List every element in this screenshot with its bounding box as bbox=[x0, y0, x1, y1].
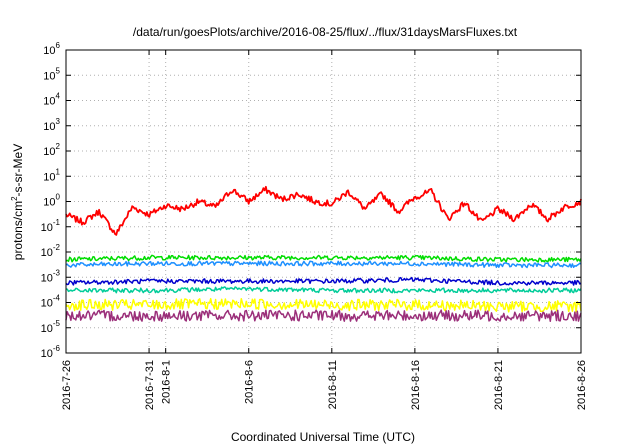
x-axis-title: Coordinated Universal Time (UTC) bbox=[231, 430, 415, 444]
x-tick-label: 2016-7-26 bbox=[61, 360, 73, 410]
x-tick-label: 2016-8-21 bbox=[493, 360, 505, 410]
y-axis-title-prefix: protons/cm bbox=[11, 201, 25, 260]
y-tick-base: 10 bbox=[43, 45, 55, 57]
y-tick-label: 105 bbox=[43, 66, 60, 82]
y-tick-label: 10-4 bbox=[41, 294, 61, 310]
y-tick-exponent: 0 bbox=[56, 193, 61, 202]
chart-title: /data/run/goesPlots/archive/2016-08-25/f… bbox=[133, 25, 518, 39]
y-tick-base: 10 bbox=[43, 146, 55, 158]
series-line-7 bbox=[65, 309, 582, 322]
y-tick-base: 10 bbox=[43, 70, 55, 82]
series-lines bbox=[65, 185, 582, 322]
y-tick-exponent: 3 bbox=[56, 117, 61, 126]
y-tick-base: 10 bbox=[43, 171, 55, 183]
y-tick-label: 102 bbox=[43, 142, 60, 158]
y-tick-label: 10-6 bbox=[41, 344, 61, 360]
y-tick-base: 10 bbox=[43, 197, 55, 209]
x-tick-label: 2016-8-26 bbox=[576, 360, 588, 410]
y-tick-exponent: -5 bbox=[53, 319, 61, 328]
x-tick-label: 2016-8-16 bbox=[410, 360, 422, 410]
x-axis: 2016-7-26 2016-7-31 2016-8-1 2016-8-6 2016-8… bbox=[61, 50, 588, 410]
y-tick-label: 104 bbox=[43, 92, 60, 108]
series-line-2 bbox=[65, 254, 582, 263]
y-tick-label: 103 bbox=[43, 117, 60, 133]
x-tick-label: 2016-7-31 bbox=[144, 360, 156, 410]
y-axis-title: protons/cm2-s-sr-MeV bbox=[10, 144, 25, 260]
y-tick-base: 10 bbox=[41, 247, 53, 259]
series-line-3 bbox=[65, 260, 582, 269]
x-tick-label: 2016-8-11 bbox=[327, 360, 339, 409]
series-line-6 bbox=[65, 297, 582, 313]
y-tick-label: 10-1 bbox=[41, 218, 61, 234]
y-tick-exponent: -4 bbox=[53, 294, 61, 303]
y-tick-label: 106 bbox=[43, 41, 60, 57]
y-tick-base: 10 bbox=[41, 323, 53, 335]
y-tick-exponent: -3 bbox=[53, 268, 61, 277]
y-tick-exponent: -2 bbox=[53, 243, 61, 252]
y-tick-base: 10 bbox=[41, 222, 53, 234]
y-tick-exponent: 6 bbox=[56, 41, 61, 50]
y-axis: 10-610-510-410-310-210-11001011021031041… bbox=[41, 41, 581, 360]
y-tick-exponent: 1 bbox=[56, 167, 61, 176]
x-tick-label: 2016-8-1 bbox=[161, 360, 173, 404]
y-tick-label: 101 bbox=[43, 167, 60, 183]
y-tick-exponent: 5 bbox=[56, 66, 61, 75]
y-tick-base: 10 bbox=[41, 298, 53, 310]
y-tick-label: 10-5 bbox=[41, 319, 61, 335]
y-tick-exponent: 2 bbox=[56, 142, 61, 151]
series-line-5 bbox=[65, 286, 582, 294]
y-tick-label: 10-2 bbox=[41, 243, 61, 259]
series-line-1 bbox=[65, 185, 582, 236]
y-tick-base: 10 bbox=[41, 272, 53, 284]
y-tick-base: 10 bbox=[41, 348, 53, 360]
x-tick-label: 2016-8-6 bbox=[244, 360, 256, 404]
y-axis-title-suffix: -s-sr-MeV bbox=[11, 144, 25, 197]
series-line-4 bbox=[65, 276, 582, 286]
y-tick-exponent: 4 bbox=[56, 92, 61, 101]
y-tick-label: 100 bbox=[43, 193, 60, 209]
y-tick-exponent: -1 bbox=[53, 218, 61, 227]
y-tick-base: 10 bbox=[43, 121, 55, 133]
y-tick-exponent: -6 bbox=[53, 344, 61, 353]
y-tick-base: 10 bbox=[43, 96, 55, 108]
y-axis-title-sup: 2 bbox=[10, 196, 19, 201]
y-tick-label: 10-3 bbox=[41, 268, 61, 284]
